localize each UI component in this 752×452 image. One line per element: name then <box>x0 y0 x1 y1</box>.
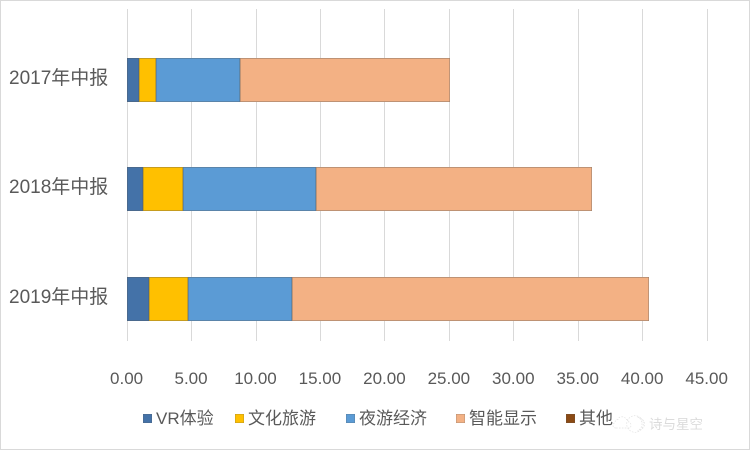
svg-text:诗与星空: 诗与星空 <box>649 417 703 432</box>
